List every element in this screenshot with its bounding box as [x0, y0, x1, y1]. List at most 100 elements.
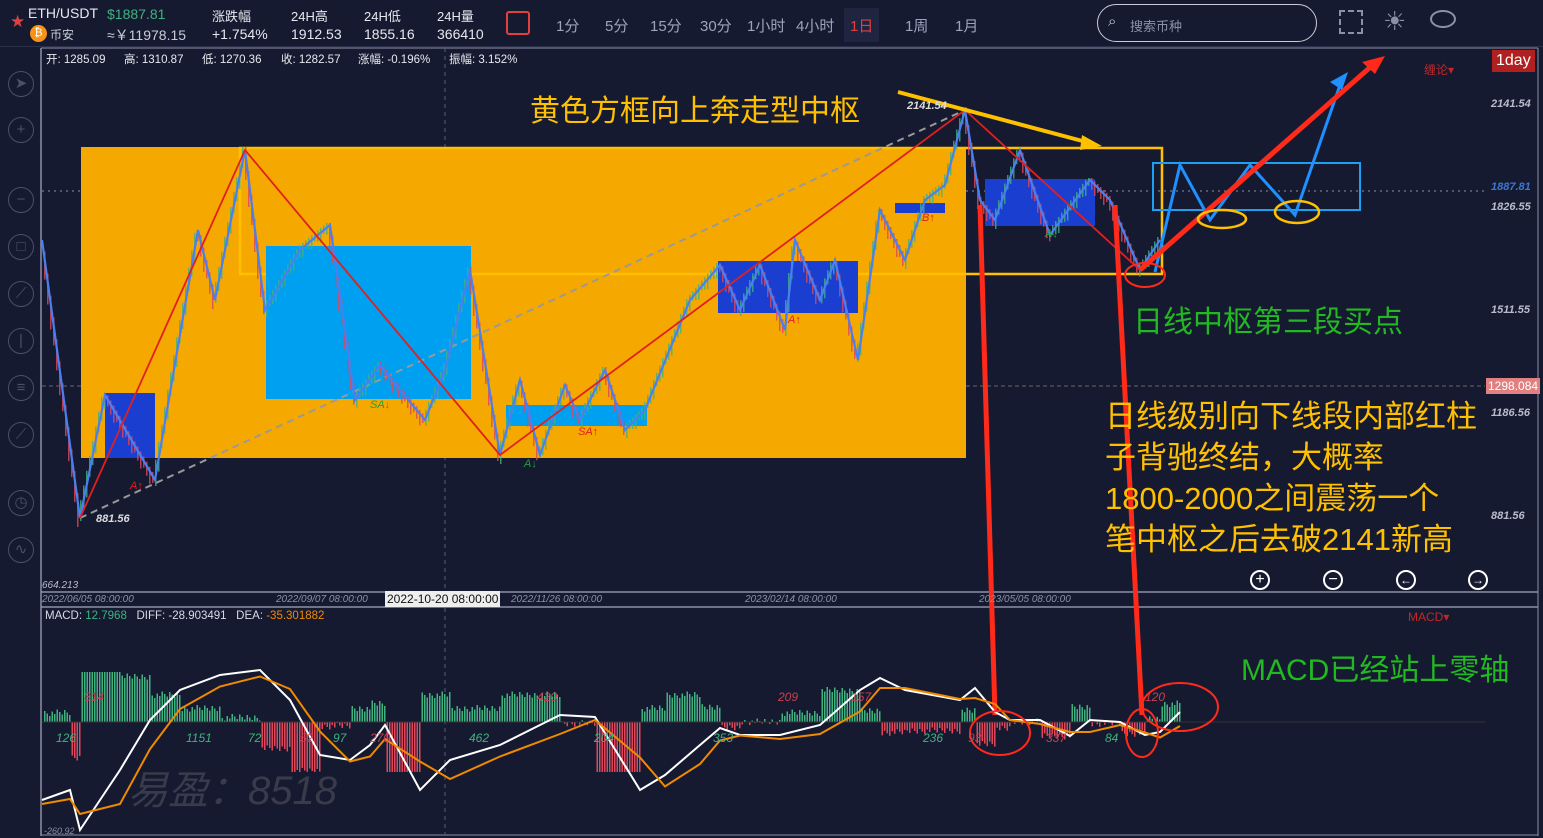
- macd-bar: [431, 695, 433, 722]
- alarm-icon[interactable]: ◷: [8, 490, 34, 516]
- vertical-line-icon[interactable]: |: [8, 328, 34, 354]
- macd-bar: [629, 722, 631, 772]
- candle: [1103, 190, 1105, 205]
- macd-dropdown[interactable]: MACD▾: [1408, 610, 1450, 624]
- tf-1w[interactable]: 1周: [905, 18, 929, 35]
- symbol[interactable]: ETH/USDT: [28, 5, 98, 21]
- macd-bar: [339, 722, 341, 726]
- cursor-icon[interactable]: ➤: [8, 71, 34, 97]
- macd-bar: [101, 672, 103, 722]
- macd-bar: [811, 715, 813, 722]
- zero-cross-circle: [1141, 682, 1219, 732]
- line-icon[interactable]: ⟋: [8, 281, 34, 307]
- diff-value: DIFF: -28.903491: [136, 610, 227, 622]
- minus-icon[interactable]: −: [8, 187, 34, 213]
- zoom-out-button[interactable]: −: [1323, 570, 1343, 590]
- macd-bar: [104, 672, 106, 722]
- tf-4h[interactable]: 4小时: [796, 18, 835, 35]
- tf-1m[interactable]: 1分: [556, 18, 580, 35]
- macd-bar: [446, 696, 448, 722]
- macd-bar: [214, 708, 216, 722]
- macd-bar: [869, 708, 871, 722]
- candle: [722, 266, 724, 283]
- macd-bar: [724, 722, 726, 728]
- macd-bar: [1119, 722, 1121, 726]
- macd-bar: [601, 722, 603, 772]
- tf-15m[interactable]: 15分: [650, 18, 682, 35]
- tf-30m[interactable]: 30分: [700, 18, 732, 35]
- macd-bar: [381, 703, 383, 722]
- candle: [398, 384, 400, 398]
- scroll-left-button[interactable]: ←: [1396, 570, 1416, 590]
- macd-bar: [871, 710, 873, 722]
- macd-area-label: 462: [469, 731, 490, 745]
- macd-bar: [436, 693, 438, 722]
- candle: [77, 493, 79, 527]
- macd-bar: [631, 722, 633, 772]
- macd-area-label: 314: [84, 690, 105, 704]
- macd-bar: [831, 692, 833, 722]
- indicator-dropdown[interactable]: 缠论▾: [1424, 63, 1455, 77]
- macd-bar: [134, 674, 136, 722]
- macd-bar: [131, 678, 133, 722]
- macd-bar: [639, 722, 641, 772]
- tf-1d[interactable]: 1日: [844, 8, 880, 42]
- macd-bar: [361, 709, 363, 722]
- crosshair-icon[interactable]: +: [8, 117, 34, 143]
- macd-bar: [1159, 719, 1161, 722]
- exchange: 币安: [50, 28, 75, 42]
- zoom-in-button[interactable]: +: [1250, 570, 1270, 590]
- ohlc-low: 低: 1270.36: [202, 54, 262, 66]
- macd-bar: [449, 692, 451, 722]
- macd-bar: [281, 722, 283, 747]
- macd-bar: [379, 701, 381, 722]
- macd-bar: [691, 696, 693, 722]
- macd-bar: [954, 722, 956, 729]
- stat-label: 涨跌幅: [212, 9, 252, 24]
- price-label: 1186.56: [1491, 407, 1530, 419]
- macd-bar: [1046, 722, 1048, 736]
- macd-bar: [96, 672, 98, 722]
- candle: [1127, 236, 1129, 253]
- macd-bar: [906, 722, 908, 731]
- parallel-icon[interactable]: ≡: [8, 375, 34, 401]
- macd-bar: [301, 722, 303, 768]
- candle: [932, 189, 934, 204]
- ruler-icon[interactable]: ⟋: [8, 422, 34, 448]
- macd-bar: [309, 722, 311, 769]
- tf-5m[interactable]: 5分: [605, 18, 629, 35]
- favorite-star-icon[interactable]: ★: [10, 12, 26, 31]
- wave-icon[interactable]: ∿: [8, 537, 34, 563]
- fullscreen-icon[interactable]: [1339, 10, 1363, 34]
- macd-bar: [86, 672, 88, 722]
- macd-bar: [1104, 722, 1106, 725]
- macd-bar: [1176, 700, 1178, 722]
- macd-bar: [61, 714, 63, 722]
- macd-bar: [66, 712, 68, 722]
- macd-bar: [174, 697, 176, 722]
- macd-bar: [729, 722, 731, 726]
- buy-point-circle: [1124, 262, 1166, 288]
- candle: [569, 391, 571, 408]
- candle: [614, 394, 616, 412]
- macd-bar: [556, 694, 558, 722]
- scroll-right-button[interactable]: →: [1468, 570, 1488, 590]
- search-input[interactable]: ⌕ 搜索币种: [1097, 4, 1317, 42]
- theme-sun-icon[interactable]: ☀: [1383, 6, 1407, 36]
- macd-bar: [781, 713, 783, 722]
- macd-bar: [356, 711, 358, 722]
- eye-icon[interactable]: [1430, 10, 1456, 28]
- stat-label: 24H低: [364, 9, 401, 24]
- draw-box-button[interactable]: [506, 11, 530, 35]
- macd-bar: [346, 722, 348, 726]
- tf-1mo[interactable]: 1月: [955, 18, 979, 35]
- macd-bar: [221, 718, 223, 722]
- macd-bar: [1174, 705, 1176, 722]
- rect-icon[interactable]: □: [8, 234, 34, 260]
- tf-1h[interactable]: 1小时: [747, 18, 786, 35]
- macd-bar: [271, 722, 273, 751]
- macd-bar: [289, 722, 291, 747]
- macd-bar: [224, 720, 226, 722]
- macd-bar: [791, 709, 793, 722]
